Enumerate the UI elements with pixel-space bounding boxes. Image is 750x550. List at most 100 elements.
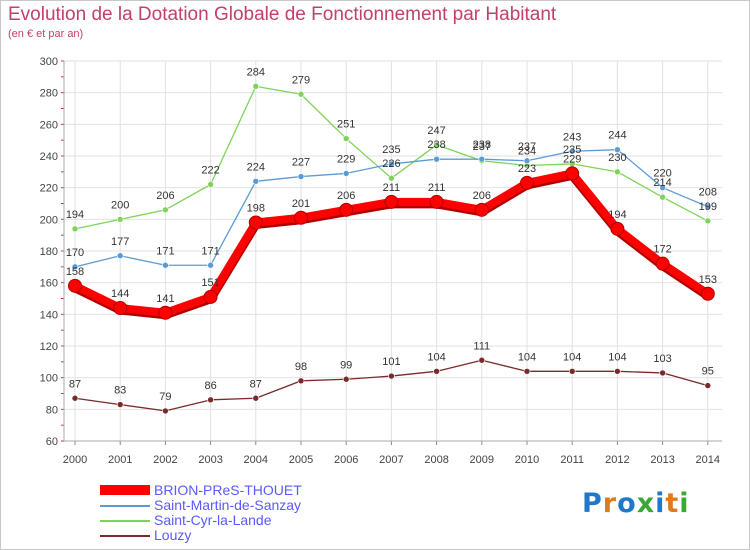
series-point-louzy (614, 368, 621, 375)
data-label-saint-cyr: 222 (201, 165, 219, 177)
series-point-louzy (388, 372, 395, 380)
data-label-brion: 151 (201, 277, 219, 289)
data-label-brion: 198 (247, 203, 265, 215)
series-point-saint-martin (207, 261, 214, 269)
data-label-louzy: 103 (653, 353, 671, 365)
x-tick-label: 2008 (424, 454, 448, 466)
y-tick-label: 260 (40, 119, 58, 131)
series-point-saint-cyr (116, 216, 124, 223)
series-point-saint-cyr (342, 135, 350, 142)
series-point-louzy (71, 394, 79, 402)
series-point-brion (294, 210, 308, 225)
data-label-brion: 206 (337, 190, 355, 202)
data-label-saint-cyr: 226 (382, 158, 400, 170)
data-label-saint-martin: 235 (382, 144, 400, 156)
data-label-saint-martin: 171 (156, 245, 174, 257)
data-label-saint-martin: 227 (292, 157, 310, 169)
data-label-saint-martin: 208 (699, 187, 717, 199)
data-label-louzy: 83 (114, 385, 126, 397)
series-point-saint-cyr (162, 206, 169, 214)
data-label-louzy: 87 (69, 378, 81, 390)
data-label-saint-cyr: 237 (473, 141, 491, 153)
data-label-saint-martin: 177 (111, 236, 129, 248)
data-label-saint-martin: 243 (563, 131, 581, 143)
series-point-louzy (342, 375, 350, 383)
legend-swatch-saint-martin (100, 505, 150, 507)
data-label-brion: 158 (66, 266, 84, 278)
data-label-louzy: 99 (340, 359, 352, 371)
data-label-brion: 194 (608, 209, 626, 221)
x-tick-label: 2000 (63, 454, 87, 466)
data-label-saint-martin: 238 (427, 139, 445, 151)
series-point-brion (700, 286, 715, 301)
y-tick-label: 80 (46, 404, 58, 416)
data-label-louzy: 104 (518, 351, 536, 363)
series-point-louzy (568, 368, 576, 375)
series-point-saint-martin (659, 184, 666, 191)
data-label-saint-cyr: 206 (156, 190, 174, 202)
x-tick-label: 2003 (198, 454, 222, 466)
data-label-saint-cyr: 279 (292, 74, 310, 86)
chart-subtitle: (en € et par an) (8, 28, 84, 40)
y-tick-label: 120 (40, 341, 58, 353)
data-label-saint-cyr: 235 (563, 144, 581, 156)
data-label-saint-cyr: 214 (653, 177, 671, 189)
series-point-louzy (704, 382, 712, 389)
data-label-brion: 153 (699, 274, 717, 286)
series-point-saint-martin (568, 147, 576, 155)
series-point-brion (384, 194, 399, 209)
data-label-louzy: 111 (473, 340, 490, 352)
logo-letter: x (636, 488, 656, 519)
data-label-louzy: 104 (427, 351, 445, 363)
data-label-brion: 211 (428, 182, 446, 194)
data-label-saint-martin: 229 (337, 153, 355, 165)
data-label-saint-martin: 220 (653, 168, 671, 180)
proxiti-logo: Proxiti (582, 488, 690, 519)
data-label-brion: 206 (473, 190, 491, 202)
legend-swatch-louzy (100, 535, 150, 537)
data-label-brion: 229 (563, 153, 581, 165)
data-label-brion: 172 (653, 244, 671, 256)
series-point-brion (565, 166, 580, 181)
y-tick-label: 220 (40, 183, 58, 195)
y-tick-label: 160 (40, 278, 58, 290)
series-point-louzy (659, 369, 666, 377)
data-label-brion: 211 (383, 182, 401, 194)
series-point-brion (474, 202, 489, 217)
series-point-saint-cyr (614, 168, 621, 176)
series-point-brion (248, 215, 263, 230)
data-label-louzy: 104 (608, 351, 626, 363)
legend-swatch-brion (100, 485, 150, 495)
series-point-saint-martin (433, 155, 440, 163)
y-tick-label: 60 (46, 436, 58, 448)
y-tick-label: 100 (40, 373, 58, 385)
data-label-saint-martin: 237 (518, 141, 536, 153)
series-point-louzy (116, 401, 124, 408)
data-label-saint-martin: 238 (473, 139, 491, 151)
data-label-louzy: 98 (295, 361, 307, 373)
data-label-louzy: 86 (204, 380, 216, 392)
data-label-saint-martin: 171 (201, 245, 219, 257)
series-point-brion (655, 256, 670, 271)
data-label-brion: 201 (292, 198, 310, 210)
data-label-louzy: 104 (563, 351, 581, 363)
x-tick-label: 2010 (515, 454, 539, 466)
series-point-saint-cyr (252, 83, 260, 90)
x-tick-label: 2002 (153, 454, 177, 466)
series-lines (68, 83, 715, 415)
y-tick-label: 180 (40, 246, 58, 258)
data-label-louzy: 101 (382, 356, 400, 368)
series-point-saint-cyr (704, 217, 712, 225)
data-label-saint-martin: 244 (608, 130, 626, 142)
x-tick-label: 2006 (334, 454, 358, 466)
y-tick-label: 200 (40, 214, 58, 226)
data-label-brion: 223 (518, 163, 536, 175)
data-label-louzy: 79 (159, 391, 171, 403)
data-label-louzy: 87 (250, 378, 262, 390)
logo-letter: i (655, 488, 666, 519)
x-tick-label: 2007 (379, 454, 403, 466)
data-label-saint-cyr: 234 (518, 146, 536, 158)
data-label-louzy: 95 (702, 366, 714, 378)
series-point-brion (610, 221, 625, 236)
